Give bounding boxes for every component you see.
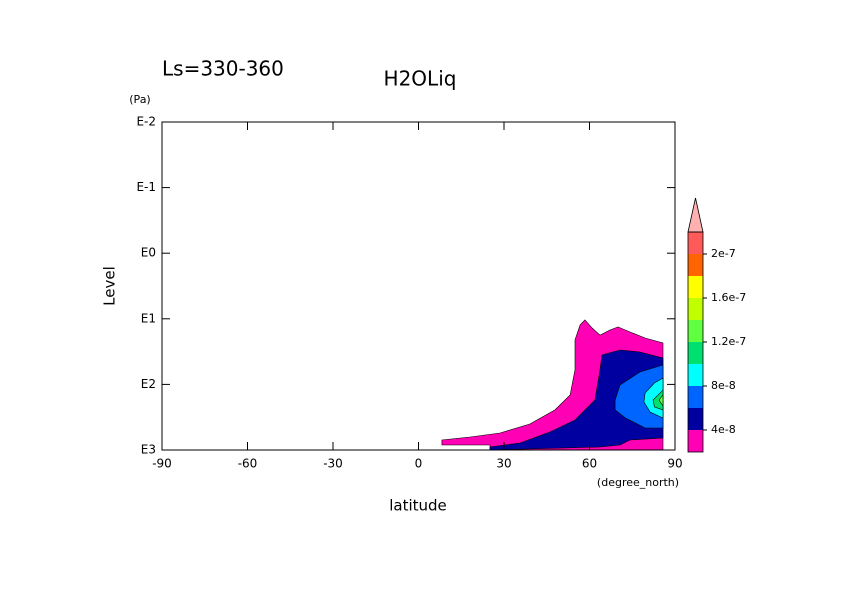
colorbar-segment [688,430,703,452]
x-tick-label: 30 [496,457,511,471]
x-tick-label: -30 [323,457,343,471]
y-tick-label: E-2 [136,115,156,129]
y-unit: (Pa) [129,93,150,106]
contour-region [658,394,664,407]
x-axis-label: latitude [389,497,447,515]
y-tick-label: E1 [141,311,156,325]
colorbar-segment [688,386,703,408]
x-tick-label: -90 [152,457,172,471]
y-tick-label: E3 [141,443,156,457]
colorbar-tick-label: 1.2e-7 [711,335,746,348]
colorbar-segment [688,408,703,430]
x-unit: (degree_north) [597,476,679,489]
colorbar-tick-label: 2e-7 [711,247,736,260]
colorbar-segment [688,320,703,342]
chart-subtitle: Ls=330-360 [162,57,284,81]
x-tick-label: 60 [582,457,597,471]
colorbar-segment [688,298,703,320]
colorbar-segment [688,364,703,386]
chart-title: H2OLiq [384,67,457,91]
colorbar-tick-label: 4e-8 [711,423,736,436]
contour-region [489,349,664,451]
colorbar-tick-label: 8e-8 [711,379,736,392]
colorbar-tick-label: 1.6e-7 [711,291,746,304]
x-tick-label: 0 [415,457,423,471]
colorbar-segment [688,254,703,276]
y-tick-label: E2 [141,377,156,391]
colorbar-segment [688,342,703,364]
y-axis-label: Level [101,266,119,306]
x-tick-label: -60 [238,457,258,471]
y-tick-label: E-1 [136,180,156,194]
y-tick-label: E0 [141,246,156,260]
colorbar-segment [688,276,703,298]
x-tick-label: 90 [667,457,682,471]
colorbar-segment [688,232,703,254]
